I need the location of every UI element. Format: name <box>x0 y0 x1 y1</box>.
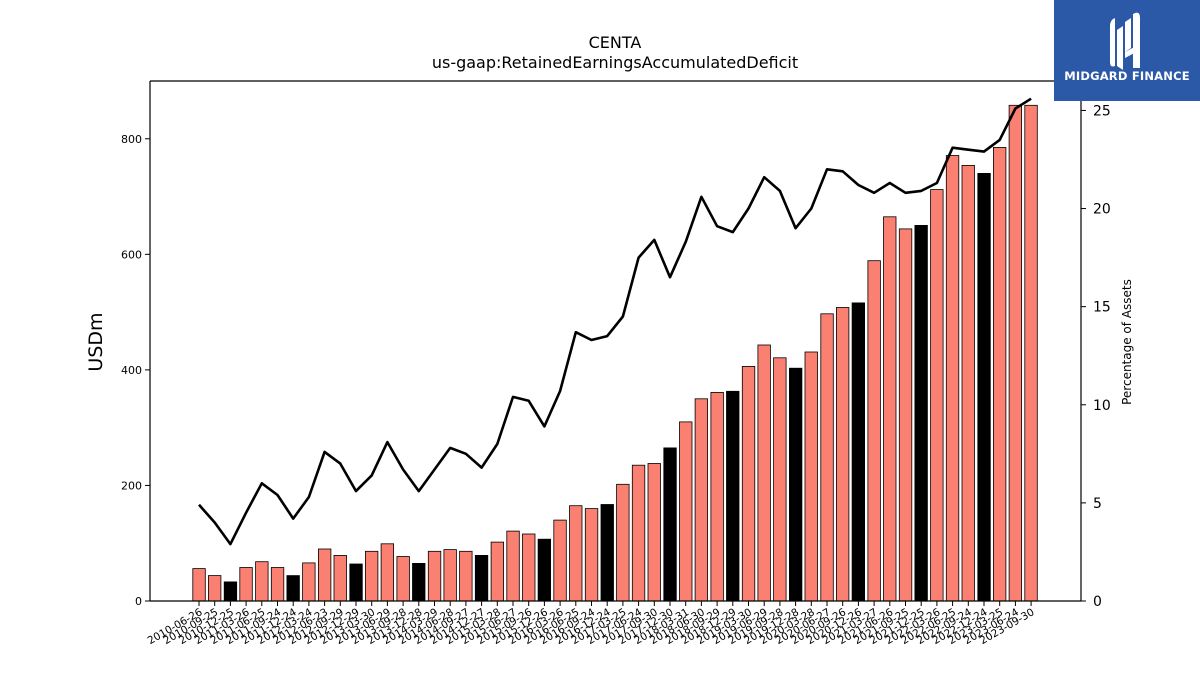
bar-2015-03-28 <box>490 541 505 602</box>
bar-2011-03-26 <box>239 567 253 602</box>
y-tick-label: 0 <box>135 595 142 608</box>
bar-2018-06-30 <box>694 398 708 602</box>
bar-2013-03-30 <box>364 550 379 602</box>
chart-title: CENTA <box>589 33 642 52</box>
y-tick-label: 600 <box>121 248 142 261</box>
logo-mark-icon <box>1054 0 1200 101</box>
bar-2011-12-24 <box>286 575 300 602</box>
bar-2020-03-28 <box>804 351 818 602</box>
percentage-of-assets-line <box>198 97 1032 546</box>
bar-2022-09-24 <box>961 164 975 602</box>
y-axis-label: USDm <box>85 312 107 371</box>
bars-layer <box>192 104 1038 602</box>
bar-2012-06-23 <box>317 548 332 602</box>
bar-2012-12-29 <box>349 563 363 602</box>
bar-2022-06-25 <box>945 155 960 602</box>
bar-2010-06-26 <box>192 568 206 602</box>
y2-tick-label: 0 <box>1093 594 1102 610</box>
bar-2023-06-24 <box>1008 104 1022 602</box>
bar-2023-09-30 <box>1024 104 1038 602</box>
bar-2011-09-24 <box>270 567 285 602</box>
y-tick-label: 400 <box>121 364 142 377</box>
y2-tick-label: 10 <box>1093 398 1111 414</box>
bar-2018-12-29 <box>726 390 740 602</box>
bar-2021-06-26 <box>883 216 897 602</box>
bar-2023-03-25 <box>993 146 1007 602</box>
bar-2011-06-25 <box>255 561 269 602</box>
bar-2021-12-25 <box>914 224 928 602</box>
bar-2016-03-26 <box>553 519 567 602</box>
bar-2021-03-27 <box>867 260 881 602</box>
y2-tick-label: 20 <box>1093 202 1111 218</box>
bar-2016-09-24 <box>584 508 599 602</box>
bar-2019-06-29 <box>757 344 771 602</box>
bar-2021-09-25 <box>898 228 913 602</box>
bar-2019-03-30 <box>741 365 756 602</box>
y2-tick-label: 15 <box>1093 300 1111 316</box>
y2-tick-label: 5 <box>1093 496 1102 512</box>
chart-subtitle: us-gaap:RetainedEarningsAccumulatedDefic… <box>432 53 798 72</box>
bar-2014-12-27 <box>474 555 489 602</box>
bar-2010-09-25 <box>207 575 222 602</box>
y2-tick-label: 25 <box>1093 103 1111 119</box>
bar-2014-09-27 <box>459 550 473 602</box>
bar-2016-06-25 <box>569 505 583 602</box>
bar-2015-09-26 <box>522 533 536 602</box>
bar-2012-09-29 <box>333 555 347 602</box>
bar-2014-06-28 <box>443 549 457 602</box>
bar-2019-12-28 <box>789 367 803 602</box>
bar-2015-12-26 <box>537 538 551 602</box>
bar-2020-06-27 <box>820 313 834 602</box>
bar-2015-06-27 <box>506 530 520 602</box>
bar-2017-03-25 <box>616 483 630 602</box>
bar-2020-12-26 <box>851 302 865 602</box>
bar-2018-03-31 <box>679 421 693 602</box>
bar-2014-03-29 <box>427 550 442 602</box>
y-tick-label: 200 <box>121 479 142 492</box>
line-layer <box>198 97 1032 546</box>
bar-2019-09-28 <box>773 357 787 602</box>
logo-text: MIDGARD FINANCE <box>1064 69 1190 83</box>
bar-2013-06-29 <box>380 543 395 602</box>
bar-2022-03-26 <box>930 189 944 602</box>
bar-2018-09-29 <box>710 391 724 602</box>
y2-axis-label: Percentage of Assets <box>1120 279 1134 405</box>
y-tick-label: 800 <box>121 133 142 146</box>
bar-2022-12-24 <box>977 172 991 602</box>
bar-2013-09-28 <box>396 556 410 602</box>
bar-2010-12-25 <box>223 581 238 602</box>
bar-2012-03-24 <box>302 562 316 602</box>
bar-2013-12-28 <box>412 563 426 602</box>
bar-2017-09-30 <box>647 463 661 602</box>
bar-2016-12-24 <box>600 504 614 602</box>
bar-2020-09-26 <box>836 307 850 602</box>
midgard-finance-logo: MIDGARD FINANCE <box>1054 0 1200 101</box>
bar-2017-06-24 <box>631 464 646 602</box>
bar-2017-12-30 <box>663 447 677 602</box>
